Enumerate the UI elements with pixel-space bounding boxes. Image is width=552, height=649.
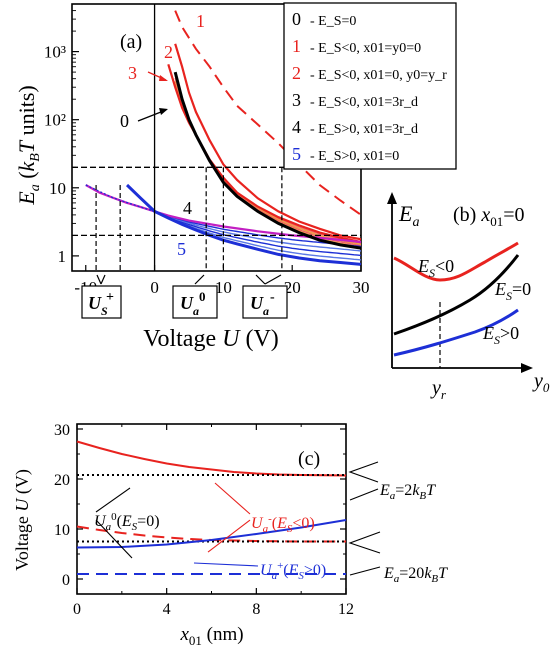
marker-arrows [96,274,282,285]
curve-label-4: 4 [183,198,192,218]
panel-b-curve-es-negative [393,241,519,282]
panel-c-x-tick-label: 12 [338,601,354,618]
svg-text:a: a [193,304,199,318]
svg-text:U: U [250,293,264,313]
panel-a-x-tick-label: 30 [353,278,370,297]
panel-a-reference-lines [72,4,361,271]
u-a-zero-box: U a 0 [172,285,218,319]
svg-text:U: U [180,293,194,313]
panel-a-y-tick-label: 1 [58,247,67,266]
panel-b-y-arrow [387,192,397,204]
panel-a-x-tick-label: 20 [284,278,301,297]
curve-0 [173,71,361,250]
panel-c-y-tick-label: 10 [54,522,70,539]
panel-b-curve-es-positive [393,308,519,357]
svg-text:U: U [88,293,102,313]
panel-a-x-tick-label: 0 [150,278,159,297]
annotation-ua-plus: Ua+(ES>0) [260,560,326,582]
annotation-ua0: Ua0(ES=0) [94,511,160,533]
svg-text:-: - [270,290,275,305]
panel-a-y-tick-label: 10² [44,111,66,130]
legend-box [283,2,457,170]
panel-b: Ea (b) x01=0 ES<0 ES=0 ES>0 yr y0 [387,192,550,402]
curve-label-0: 0 [120,111,129,131]
panel-b-y-label: Ea [398,201,419,230]
annotation-ea-20kbt: Ea=20kBT [383,565,448,585]
legend-number-4: 4 [292,117,301,137]
panel-b-label-es-positive: ES>0 [482,323,519,347]
curve-label-3: 3 [128,63,137,83]
panel-b-curve-es-zero [393,254,520,336]
panel-b-x-label: y0 [532,370,550,395]
legend-number-5: 5 [292,144,301,164]
curve-3 [167,63,361,244]
legend-number-2: 2 [292,63,301,83]
panel-c-y-tick-label: 20 [54,472,70,489]
panel-c-series-0 [76,440,347,477]
panel-c-red-pointers [207,482,251,553]
panel-a-x-tick-label: 10 [215,278,232,297]
curve-label-2: 2 [164,42,173,62]
panel-a-y-axis-title: Ea (kBT units) [14,85,43,205]
panel-c-x-axis-title: x01 (nm) [179,624,243,648]
panel-b-label-es-negative: ES<0 [417,256,454,280]
panel-c-label: (c) [298,448,320,470]
curve-family-es-positive-1 [154,210,361,257]
legend-text-2: - E_S<0, x01=0, y0=y_r [310,68,447,83]
legend-text-5: - E_S>0, x01=0 [310,149,399,164]
panel-b-label-es-zero: ES=0 [494,279,531,303]
u-s-plus-box: U S + [81,285,122,319]
legend-text-3: - E_S<0, x01=3r_d [310,95,418,110]
svg-text:a: a [263,304,269,318]
legend-text-1: - E_S<0, x01=y0=0 [310,41,421,56]
panel-c-bracket-lines [95,461,381,576]
curve-3-arrowhead [159,75,168,81]
curve-4-dotted-overlay [85,184,155,213]
panel-c-x-tick-label: 4 [163,601,171,618]
u-a-minus-box: U a - [242,285,288,319]
panel-b-x-arrow [521,363,533,373]
curve-label-1: 1 [196,11,205,31]
curve-2 [174,43,361,241]
panel-c-y-axis-title: Voltage U (V) [12,469,33,571]
panel-a: -10010203011010²10³ (a) Ea (kBT units) V… [14,2,457,352]
panel-a-legend: 0 - E_S=0 1 - E_S<0, x01=y0=0 2 - E_S<0, x01=… [283,2,457,170]
legend-number-0: 0 [292,9,301,29]
curve-label-5: 5 [177,239,186,259]
svg-text:+: + [106,290,114,305]
panel-a-y-tick-label: 10³ [44,43,66,62]
svg-text:S: S [101,304,108,318]
panel-b-title: (b) x01=0 [453,204,525,229]
legend-text-0: - E_S=0 [310,14,356,29]
panel-c-ticks: 0 4 8 12 0 10 20 30 [54,422,354,618]
legend-number-1: 1 [292,36,301,56]
panel-c-y-tick-label: 0 [62,572,70,589]
curve-0-arrowhead [159,108,168,115]
legend-text-4: - E_S>0, x01=3r_d [310,122,418,137]
annotation-ea-2kbt: Ea=2kBT [379,482,436,502]
legend-number-3: 3 [292,90,301,110]
panel-c-blue-pointers [193,562,259,567]
panel-c-x-tick-label: 8 [252,601,260,618]
panel-a-label: (a) [120,31,142,53]
panel-c-y-tick-label: 30 [54,422,70,439]
curve-family-es-positive-2 [154,210,361,252]
annotation-ua-minus: Ua-(ES<0) [251,513,315,535]
curve-1 [174,10,361,216]
panel-b-yr-label: yr [430,377,447,402]
svg-text:0: 0 [199,289,206,304]
panel-a-x-axis-title: Voltage U (V) [143,326,279,352]
panel-c-x-tick-label: 0 [73,601,81,618]
panel-a-y-tick-label: 10 [49,179,66,198]
